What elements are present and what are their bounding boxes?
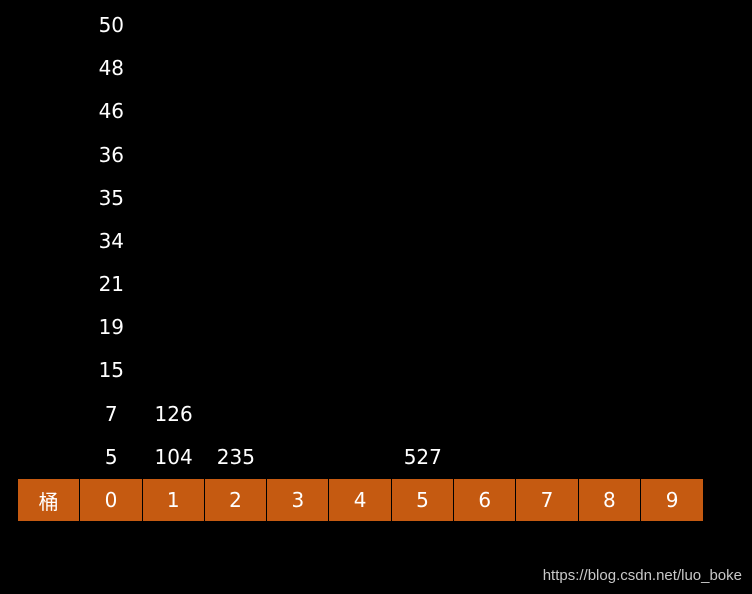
bucket-value: 15 [98, 358, 125, 383]
bucket-value: 126 [154, 401, 193, 426]
bucket-value: 104 [154, 444, 193, 469]
bucket-value: 34 [98, 228, 125, 253]
bucket-value: 19 [98, 315, 125, 340]
bucket-cell: 3 [267, 479, 330, 521]
bucket-value: 21 [98, 272, 125, 297]
bucket-stack: 235 [205, 436, 267, 479]
bucket-stack: 50 48 46 36 35 34 21 19 15 7 5 [80, 4, 142, 479]
bucket-cell: 9 [640, 479, 704, 521]
bucket-cell: 8 [578, 479, 641, 521]
bucket-header-cell: 桶 [18, 479, 81, 521]
bucket-value: 48 [98, 56, 125, 81]
bucket-cell: 1 [142, 479, 205, 521]
bucket-cell: 5 [391, 479, 455, 521]
bucket-cell: 2 [204, 479, 268, 521]
bucket-value: 7 [104, 401, 118, 426]
bucket-value: 46 [98, 99, 125, 124]
bucket-cell: 4 [329, 479, 392, 521]
bucket-value: 5 [104, 444, 118, 469]
bucket-value: 35 [98, 185, 125, 210]
bucket-cell: 6 [454, 479, 517, 521]
bucket-cell: 0 [80, 479, 143, 521]
bucket-cell: 7 [516, 479, 579, 521]
bucket-stack: 527 [392, 436, 454, 479]
bucket-stack: 126 104 [143, 393, 205, 479]
bucket-value: 235 [216, 444, 255, 469]
bucket-value: 527 [403, 444, 442, 469]
bucket-value: 36 [98, 142, 125, 167]
bucket-value: 50 [98, 12, 125, 37]
watermark: https://blog.csdn.net/luo_boke [542, 567, 742, 584]
